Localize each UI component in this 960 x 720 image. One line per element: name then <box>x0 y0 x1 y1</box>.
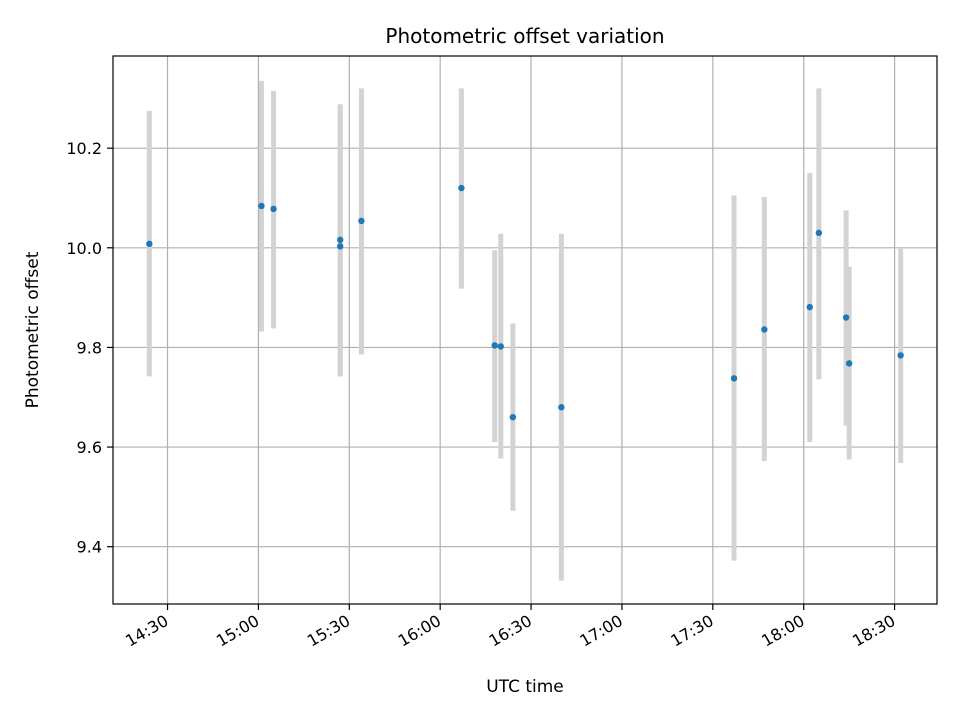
y-tick-label: 10.0 <box>66 239 102 258</box>
y-tick-label: 10.2 <box>66 139 102 158</box>
data-point <box>897 352 904 359</box>
y-tick-label: 9.4 <box>77 538 102 557</box>
y-axis-ticks: 9.4 9.6 9.8 10.0 10.2 <box>66 139 113 557</box>
chart-title: Photometric offset variation <box>385 24 664 48</box>
data-point <box>497 343 504 350</box>
grid <box>113 56 937 604</box>
data-point <box>337 236 344 244</box>
x-axis-label: UTC time <box>486 677 564 697</box>
data-point <box>258 202 265 210</box>
data-point <box>509 413 517 421</box>
y-axis-label: Photometric offset <box>23 251 43 408</box>
data-point <box>730 375 738 382</box>
data-points <box>146 184 904 421</box>
data-point <box>458 184 465 192</box>
y-tick-label: 9.8 <box>77 338 102 357</box>
data-point <box>337 243 344 250</box>
y-tick-label: 9.6 <box>77 438 102 457</box>
data-point <box>358 217 365 225</box>
plot-area-frame <box>112 55 938 605</box>
data-point <box>806 303 813 311</box>
data-point <box>558 404 565 411</box>
data-point <box>845 360 853 367</box>
data-point <box>270 205 277 213</box>
data-point <box>491 342 498 349</box>
data-point <box>842 314 850 321</box>
data-point <box>761 326 768 333</box>
data-point <box>815 229 823 237</box>
data-point <box>146 240 153 248</box>
